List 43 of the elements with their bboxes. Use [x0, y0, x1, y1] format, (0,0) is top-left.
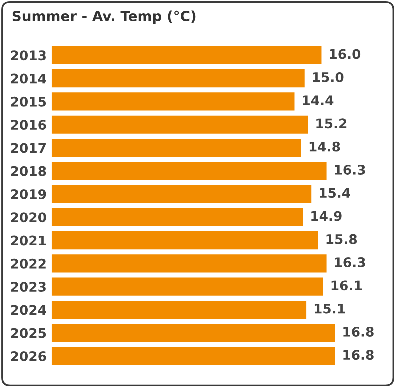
- data-label: 14.9: [312, 211, 342, 222]
- y-tick-label: 2015: [11, 96, 46, 107]
- bar: [52, 208, 304, 226]
- data-label: 15.4: [320, 188, 350, 198]
- y-tick-label: 2021: [11, 236, 46, 246]
- y-tick-label: 2026: [11, 351, 46, 362]
- y-tick-label: 2024: [11, 305, 46, 316]
- data-label: 16.8: [344, 326, 374, 337]
- bar: [52, 162, 327, 180]
- bar: [52, 300, 307, 319]
- data-label: 16.8: [344, 350, 374, 360]
- bar: [52, 324, 336, 342]
- data-label: 16.3: [335, 258, 366, 268]
- data-label: 16.3: [335, 164, 366, 175]
- y-tick-label: 2017: [11, 143, 46, 154]
- y-tick-label: 2019: [11, 189, 46, 200]
- y-tick-label: 2025: [11, 328, 46, 338]
- bar: [52, 116, 308, 134]
- bar: [52, 46, 322, 64]
- bar: [52, 232, 318, 250]
- data-label: 16.1: [332, 280, 362, 291]
- bar: [52, 70, 305, 88]
- y-tick-label: 2013: [11, 50, 46, 61]
- bar: [52, 254, 327, 273]
- data-label: 15.1: [314, 304, 346, 314]
- y-tick-label: 2018: [11, 166, 46, 176]
- data-label: 14.8: [310, 142, 340, 152]
- y-tick-label: 2016: [11, 120, 46, 130]
- bar: [52, 92, 295, 111]
- data-label: 15.0: [313, 72, 344, 82]
- data-label: 14.4: [303, 96, 334, 106]
- y-tick-label: 2020: [11, 212, 46, 223]
- data-label: 15.2: [316, 118, 347, 129]
- chart-title: Summer - Av. Temp (°C): [12, 10, 196, 24]
- bar: [52, 185, 312, 204]
- bar: [52, 347, 336, 366]
- data-label: 15.8: [326, 234, 358, 244]
- y-tick-label: 2014: [11, 74, 46, 84]
- data-label: 16.0: [330, 49, 361, 60]
- bar: [52, 278, 324, 296]
- bar: [52, 138, 302, 158]
- y-tick-label: 2023: [11, 282, 46, 292]
- y-tick-label: 2022: [11, 258, 46, 269]
